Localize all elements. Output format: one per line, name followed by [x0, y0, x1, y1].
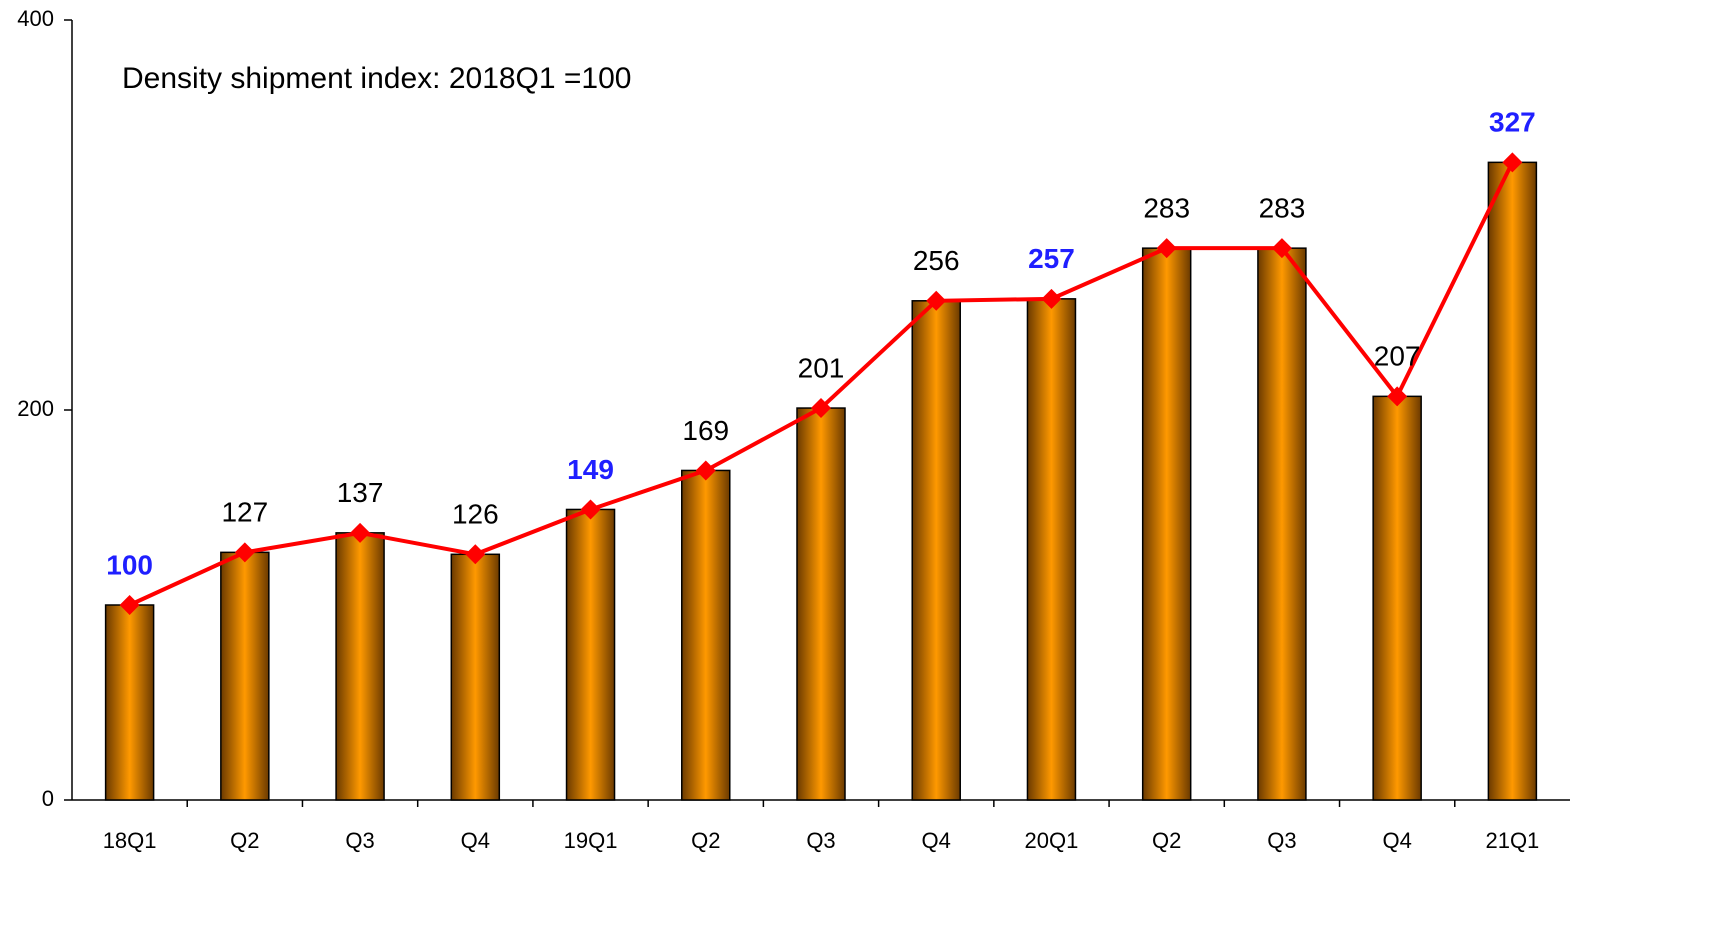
annotation: Density shipment index: 2018Q1 =100	[122, 62, 632, 95]
bar	[565, 508, 616, 801]
bar	[911, 300, 961, 801]
line-marker	[1387, 386, 1408, 407]
value-label: 256	[913, 245, 960, 276]
x-tick-label: Q4	[461, 828, 490, 853]
x-tick-label: Q3	[345, 828, 374, 853]
value-label: 257	[1028, 243, 1075, 274]
value-label: 207	[1374, 341, 1421, 372]
value-label: 126	[452, 499, 499, 530]
line-marker	[350, 522, 371, 543]
value-label: 283	[1143, 193, 1190, 224]
bar	[1257, 247, 1307, 801]
x-tick-label: 18Q1	[103, 828, 157, 853]
x-tick-label: Q2	[1152, 828, 1181, 853]
value-label: 127	[221, 497, 268, 528]
x-tick-label: Q3	[806, 828, 835, 853]
y-tick-label: 0	[42, 786, 54, 811]
line-marker	[695, 460, 716, 481]
bar	[1372, 395, 1422, 801]
x-tick-label: 20Q1	[1025, 828, 1079, 853]
bar	[1141, 247, 1192, 801]
line-marker	[580, 499, 601, 520]
y-tick-label: 200	[17, 396, 54, 421]
line-marker	[465, 544, 486, 565]
line-marker	[926, 290, 947, 311]
line-marker	[1502, 152, 1523, 173]
x-tick-label: 21Q1	[1485, 828, 1539, 853]
value-label: 169	[682, 415, 729, 446]
x-tick-label: Q2	[691, 828, 720, 853]
value-label: 327	[1489, 107, 1536, 138]
bar	[681, 469, 731, 801]
line-marker	[811, 398, 831, 419]
bar	[335, 532, 385, 801]
value-label: 201	[798, 352, 845, 383]
line-marker	[119, 595, 140, 615]
bar	[450, 553, 501, 801]
bar	[1487, 161, 1538, 801]
line-marker	[1271, 238, 1292, 259]
bar	[220, 551, 270, 801]
value-label: 137	[337, 477, 384, 508]
bar	[104, 604, 155, 801]
x-tick-label: Q4	[1382, 828, 1411, 853]
value-label: 100	[106, 549, 153, 580]
line-marker	[1041, 288, 1062, 309]
x-tick-label: 19Q1	[564, 828, 618, 853]
line-marker	[1156, 238, 1177, 259]
x-tick-label: Q4	[922, 828, 951, 853]
y-tick-label: 400	[17, 6, 54, 31]
x-tick-label: Q3	[1267, 828, 1296, 853]
line-marker	[234, 542, 255, 563]
bar	[796, 407, 846, 801]
bar	[1026, 298, 1077, 801]
value-label: 283	[1259, 193, 1306, 224]
value-label: 149	[567, 454, 614, 485]
x-tick-label: Q2	[230, 828, 259, 853]
